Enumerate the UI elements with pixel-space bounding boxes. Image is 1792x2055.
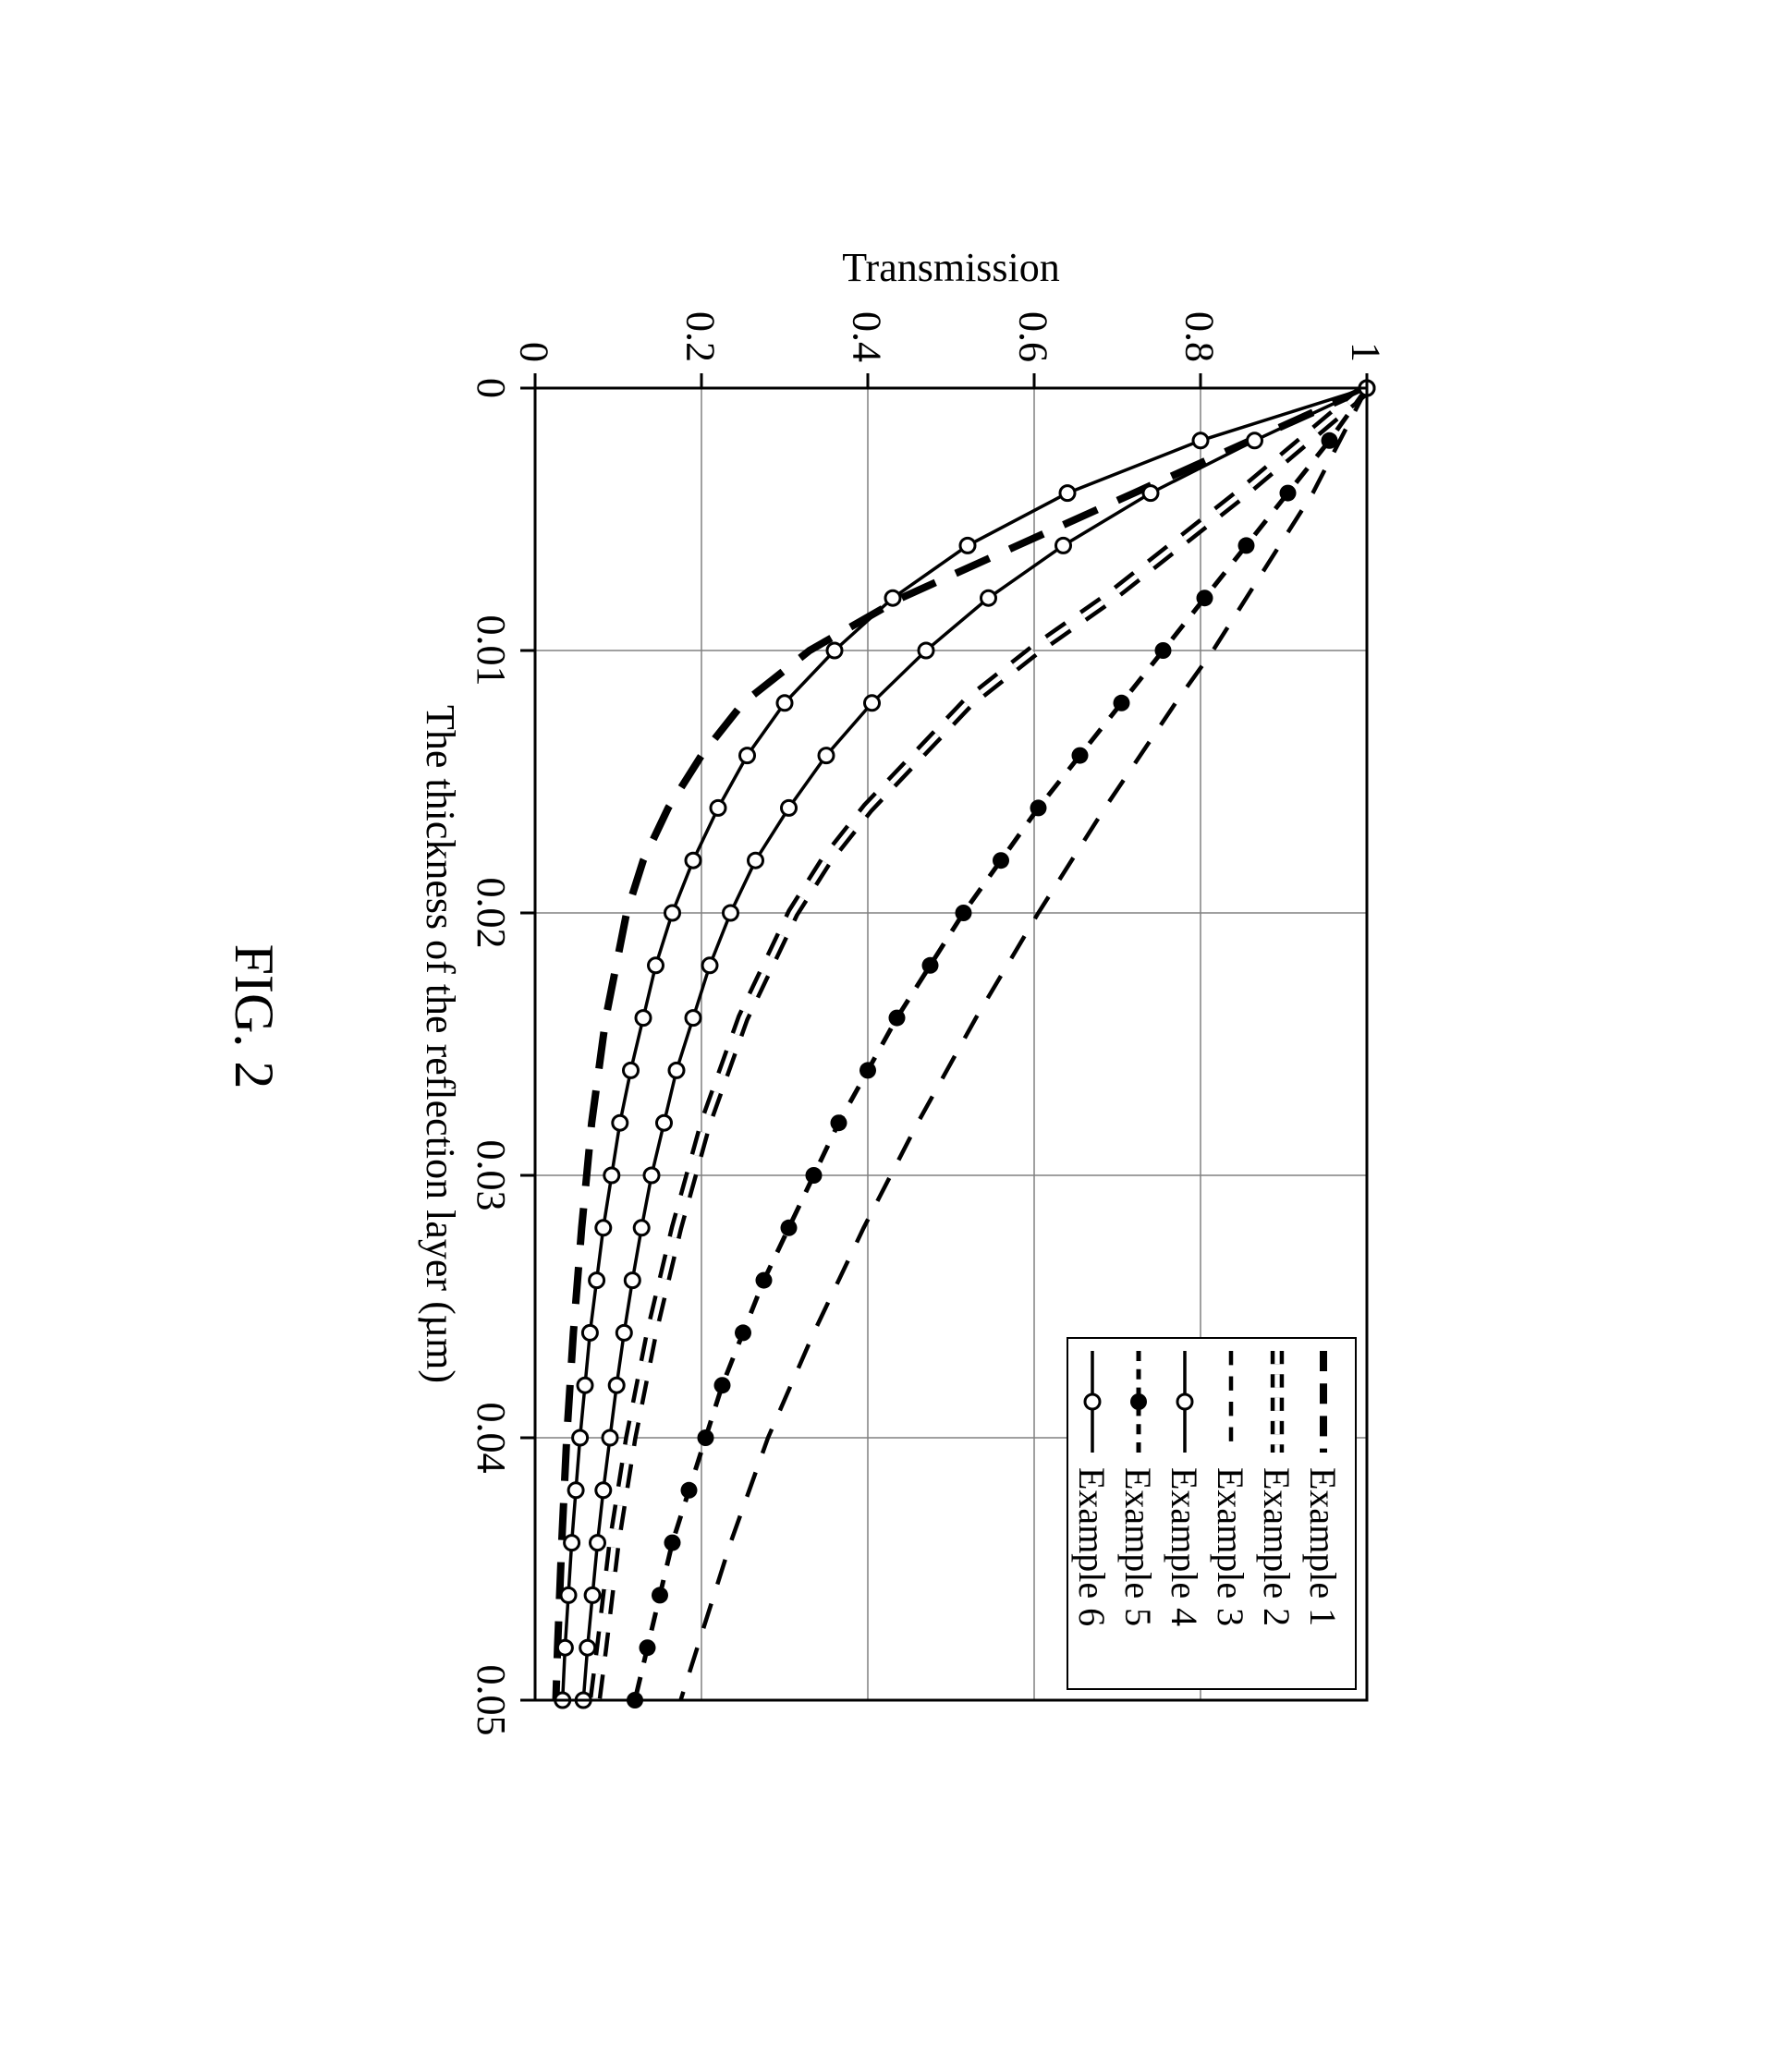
chart-svg: 0 0.01 0.02 0.03 0.04 0.05 0 0.2 0.4 0.6 0.8 1 The t…: [323, 185, 1432, 1848]
legend: Example 1Example 2Example 3Example 4Exam…: [1067, 1338, 1356, 1689]
legend-label: Example 3: [1210, 1467, 1251, 1626]
y-tick-label: 1: [1344, 342, 1389, 362]
legend-label: Example 2: [1256, 1467, 1298, 1626]
x-axis-label: The thickness of the reflection layer (µ…: [418, 705, 463, 1383]
legend-label: Example 1: [1302, 1467, 1344, 1626]
x-tick-label: 0.04: [469, 1403, 514, 1474]
x-tick-label: 0: [469, 378, 514, 398]
x-tick-label: 0.03: [469, 1140, 514, 1211]
legend-label: Example 5: [1117, 1467, 1159, 1626]
x-tick-label: 0.01: [469, 615, 514, 687]
y-tick-label: 0.8: [1177, 311, 1223, 362]
chart-canvas: 0 0.01 0.02 0.03 0.04 0.05 0 0.2 0.4 0.6 0.8 1 The t…: [323, 185, 1432, 1848]
y-tick-label: 0: [512, 342, 557, 362]
x-tick-label: 0.02: [469, 878, 514, 949]
y-axis-label: Transmission: [842, 245, 1060, 290]
legend-label: Example 4: [1164, 1467, 1205, 1626]
y-tick-label: 0.2: [678, 311, 724, 362]
y-tick-label: 0.4: [845, 311, 890, 362]
rotated-figure-wrapper: 0 0.01 0.02 0.03 0.04 0.05 0 0.2 0.4 0.6 0.8 1 The t…: [222, 185, 1432, 1848]
y-tick-label: 0.6: [1011, 311, 1056, 362]
page: 0 0.01 0.02 0.03 0.04 0.05 0 0.2 0.4 0.6 0.8 1 The t…: [0, 0, 1792, 2055]
x-tick-label: 0.05: [469, 1665, 514, 1736]
figure-caption: FIG. 2: [222, 185, 286, 1848]
legend-label: Example 6: [1071, 1467, 1113, 1626]
